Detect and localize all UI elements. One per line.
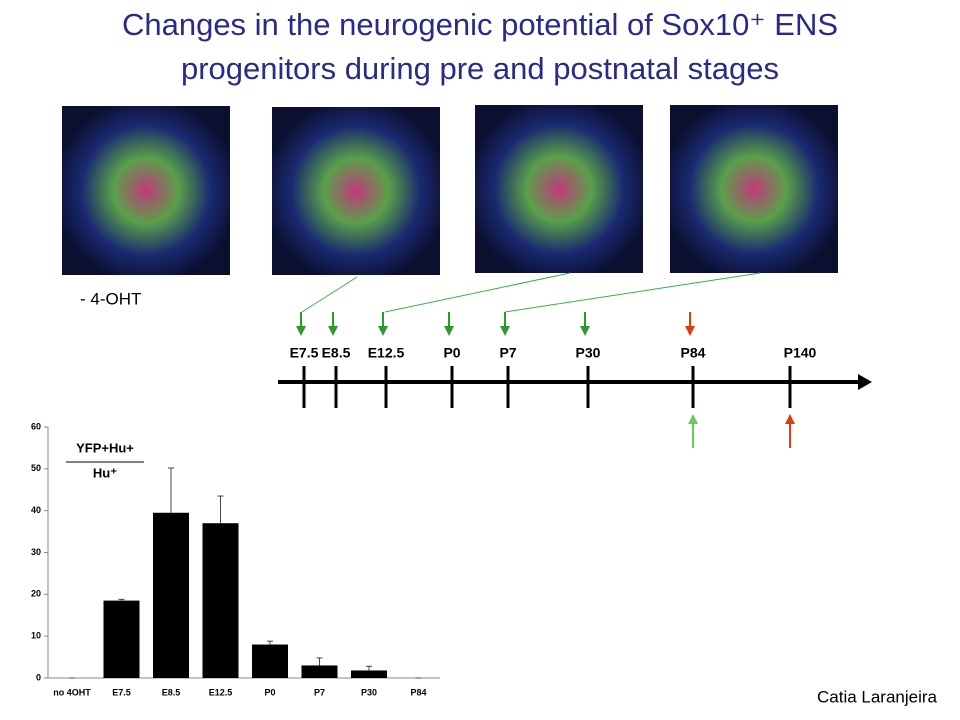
x-tick-label: P84 <box>410 687 426 697</box>
timeline-label: E12.5 <box>368 345 405 361</box>
connector-lines <box>301 272 761 313</box>
y-tick-label: 50 <box>31 463 41 473</box>
arrow-head <box>378 326 388 336</box>
arrow-head <box>500 326 510 336</box>
arrow-head <box>444 326 454 336</box>
x-tick-label: no 4OHT <box>53 687 91 697</box>
title-line: Changes in the neurogenic potential of S… <box>122 7 838 42</box>
timeline-label: P0 <box>443 345 460 361</box>
x-tick-label: E12.5 <box>209 687 233 697</box>
bar <box>252 644 288 678</box>
bar <box>202 523 239 678</box>
x-tick-label: P7 <box>314 687 325 697</box>
timeline: E7.5 E8.5 E12.5 P0 P7 P30 P84 P140 <box>278 312 872 448</box>
timeline-label: P7 <box>499 345 516 361</box>
bar <box>351 670 387 678</box>
x-tick-label: E7.5 <box>112 687 131 697</box>
arrow-head <box>685 326 695 336</box>
y-tick-label: 30 <box>31 547 41 557</box>
chart: YFP+Hu+ Hu⁺ 0 10 20 30 40 50 60 no 4OHT E7.5 E8.5… <box>31 421 440 697</box>
bar <box>103 600 140 678</box>
timeline-label: E7.5 <box>290 345 319 361</box>
x-tick-label: P0 <box>264 687 275 697</box>
y-tick-label: 0 <box>36 672 41 682</box>
timeline-label: P30 <box>576 345 601 361</box>
y-tick-label: 60 <box>31 421 41 431</box>
x-tick-label: E8.5 <box>162 687 181 697</box>
timeline-label: P84 <box>681 345 706 361</box>
y-tick-label: 10 <box>31 631 41 641</box>
title-line: progenitors during pre and postnatal sta… <box>181 51 779 86</box>
author: Catia Laranjeira <box>817 687 938 706</box>
timeline-label: E8.5 <box>322 345 351 361</box>
y-label: YFP+Hu+ <box>76 440 134 455</box>
timeline-label: P140 <box>784 345 817 361</box>
bar <box>301 665 338 678</box>
micrograph <box>62 106 230 275</box>
arrow-head <box>688 414 698 424</box>
x-tick-label: P30 <box>361 687 377 697</box>
y-label: Hu⁺ <box>93 465 117 480</box>
bar <box>153 512 189 678</box>
micrograph <box>272 107 440 275</box>
micrograph <box>670 105 838 273</box>
arrow-head <box>785 414 795 424</box>
arrow-head <box>580 326 590 336</box>
arrow-head <box>296 326 306 336</box>
y-tick-label: 40 <box>31 505 41 515</box>
arrow-head <box>328 326 338 336</box>
image-label: - 4-OHT <box>80 289 141 308</box>
y-tick-label: 20 <box>31 589 41 599</box>
micrograph <box>475 105 643 273</box>
